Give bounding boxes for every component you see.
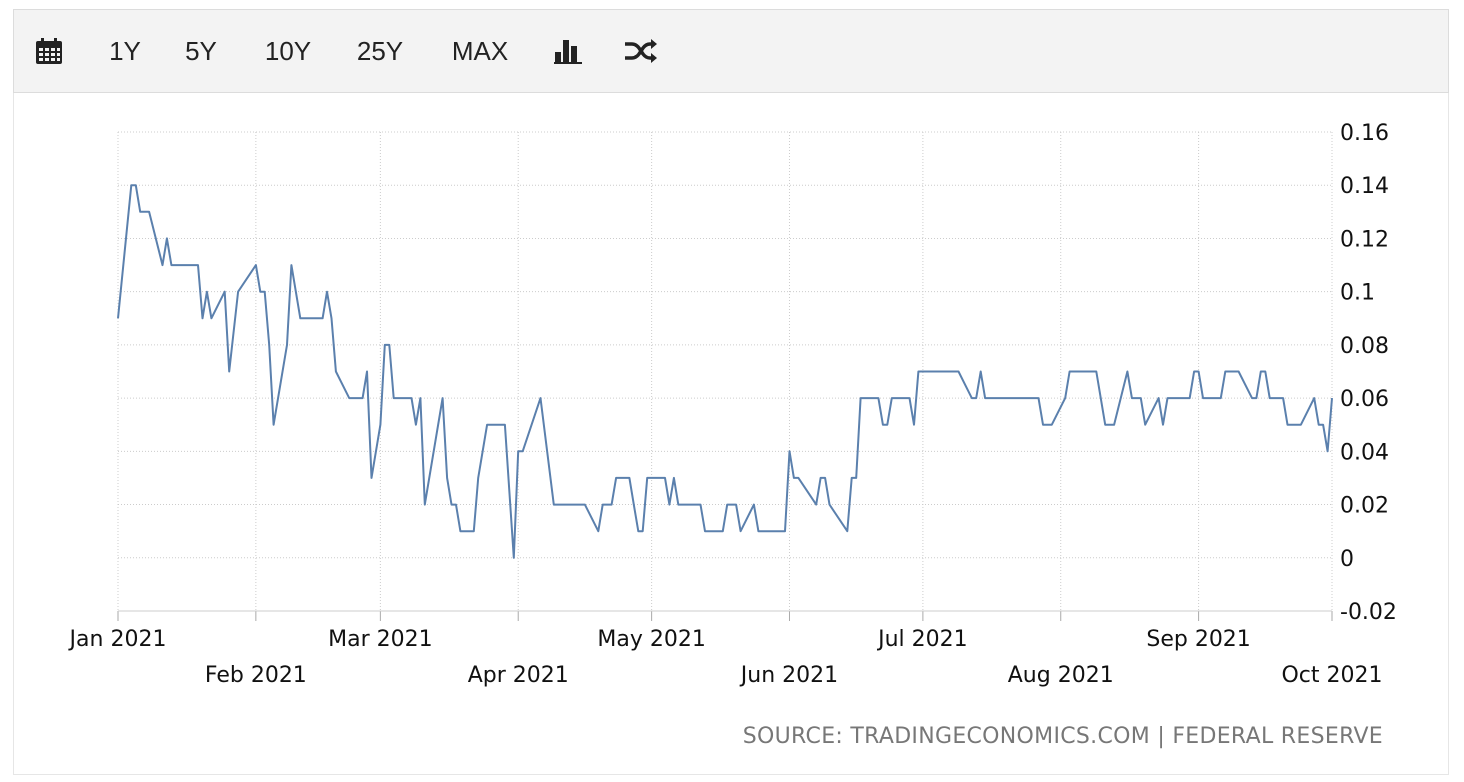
shuffle-icon[interactable] [622,10,660,92]
source-text: SOURCE: TRADINGECONOMICS.COM | FEDERAL R… [742,724,1383,749]
x-tick-label: Sep 2021 [1146,627,1250,652]
y-tick-label: 0.08 [1340,334,1389,359]
x-tick-label: Jun 2021 [739,663,838,688]
y-tick-label: -0.02 [1340,600,1397,625]
chart-card [13,9,1449,775]
calendar-icon-glyph [36,38,62,64]
toolbar: 1Y 5Y 10Y 25Y MAX [13,9,1449,93]
x-tick-label: Jul 2021 [876,627,968,652]
y-tick-label: 0.04 [1340,440,1389,465]
range-1y-button[interactable]: 1Y [109,35,141,66]
y-tick-label: 0.06 [1340,387,1389,412]
x-tick-label: Aug 2021 [1008,663,1114,688]
shuffle-icon-glyph [625,39,657,63]
x-tick-label: Mar 2021 [328,627,433,652]
y-tick-label: 0 [1340,547,1354,572]
range-25y-button[interactable]: 25Y [356,35,404,66]
range-10y-button[interactable]: 10Y [264,35,312,66]
y-tick-label: 0.16 [1340,121,1389,146]
x-tick-label: Apr 2021 [468,663,569,688]
y-tick-label: 0.1 [1340,281,1375,306]
x-tick-label: Jan 2021 [68,627,167,652]
calendar-icon[interactable] [32,10,66,92]
y-tick-label: 0.12 [1340,227,1389,252]
bar-chart-icon-glyph [554,40,582,64]
bar-chart-icon[interactable] [552,10,584,92]
x-tick-label: Feb 2021 [205,663,307,688]
y-tick-label: 0.14 [1340,174,1389,199]
range-5y-button[interactable]: 5Y [185,35,217,66]
x-tick-label: May 2021 [597,627,705,652]
x-tick-label: Oct 2021 [1281,663,1382,688]
series-line [117,184,1333,559]
range-max-button[interactable]: MAX [451,35,509,66]
y-tick-label: 0.02 [1340,494,1389,519]
